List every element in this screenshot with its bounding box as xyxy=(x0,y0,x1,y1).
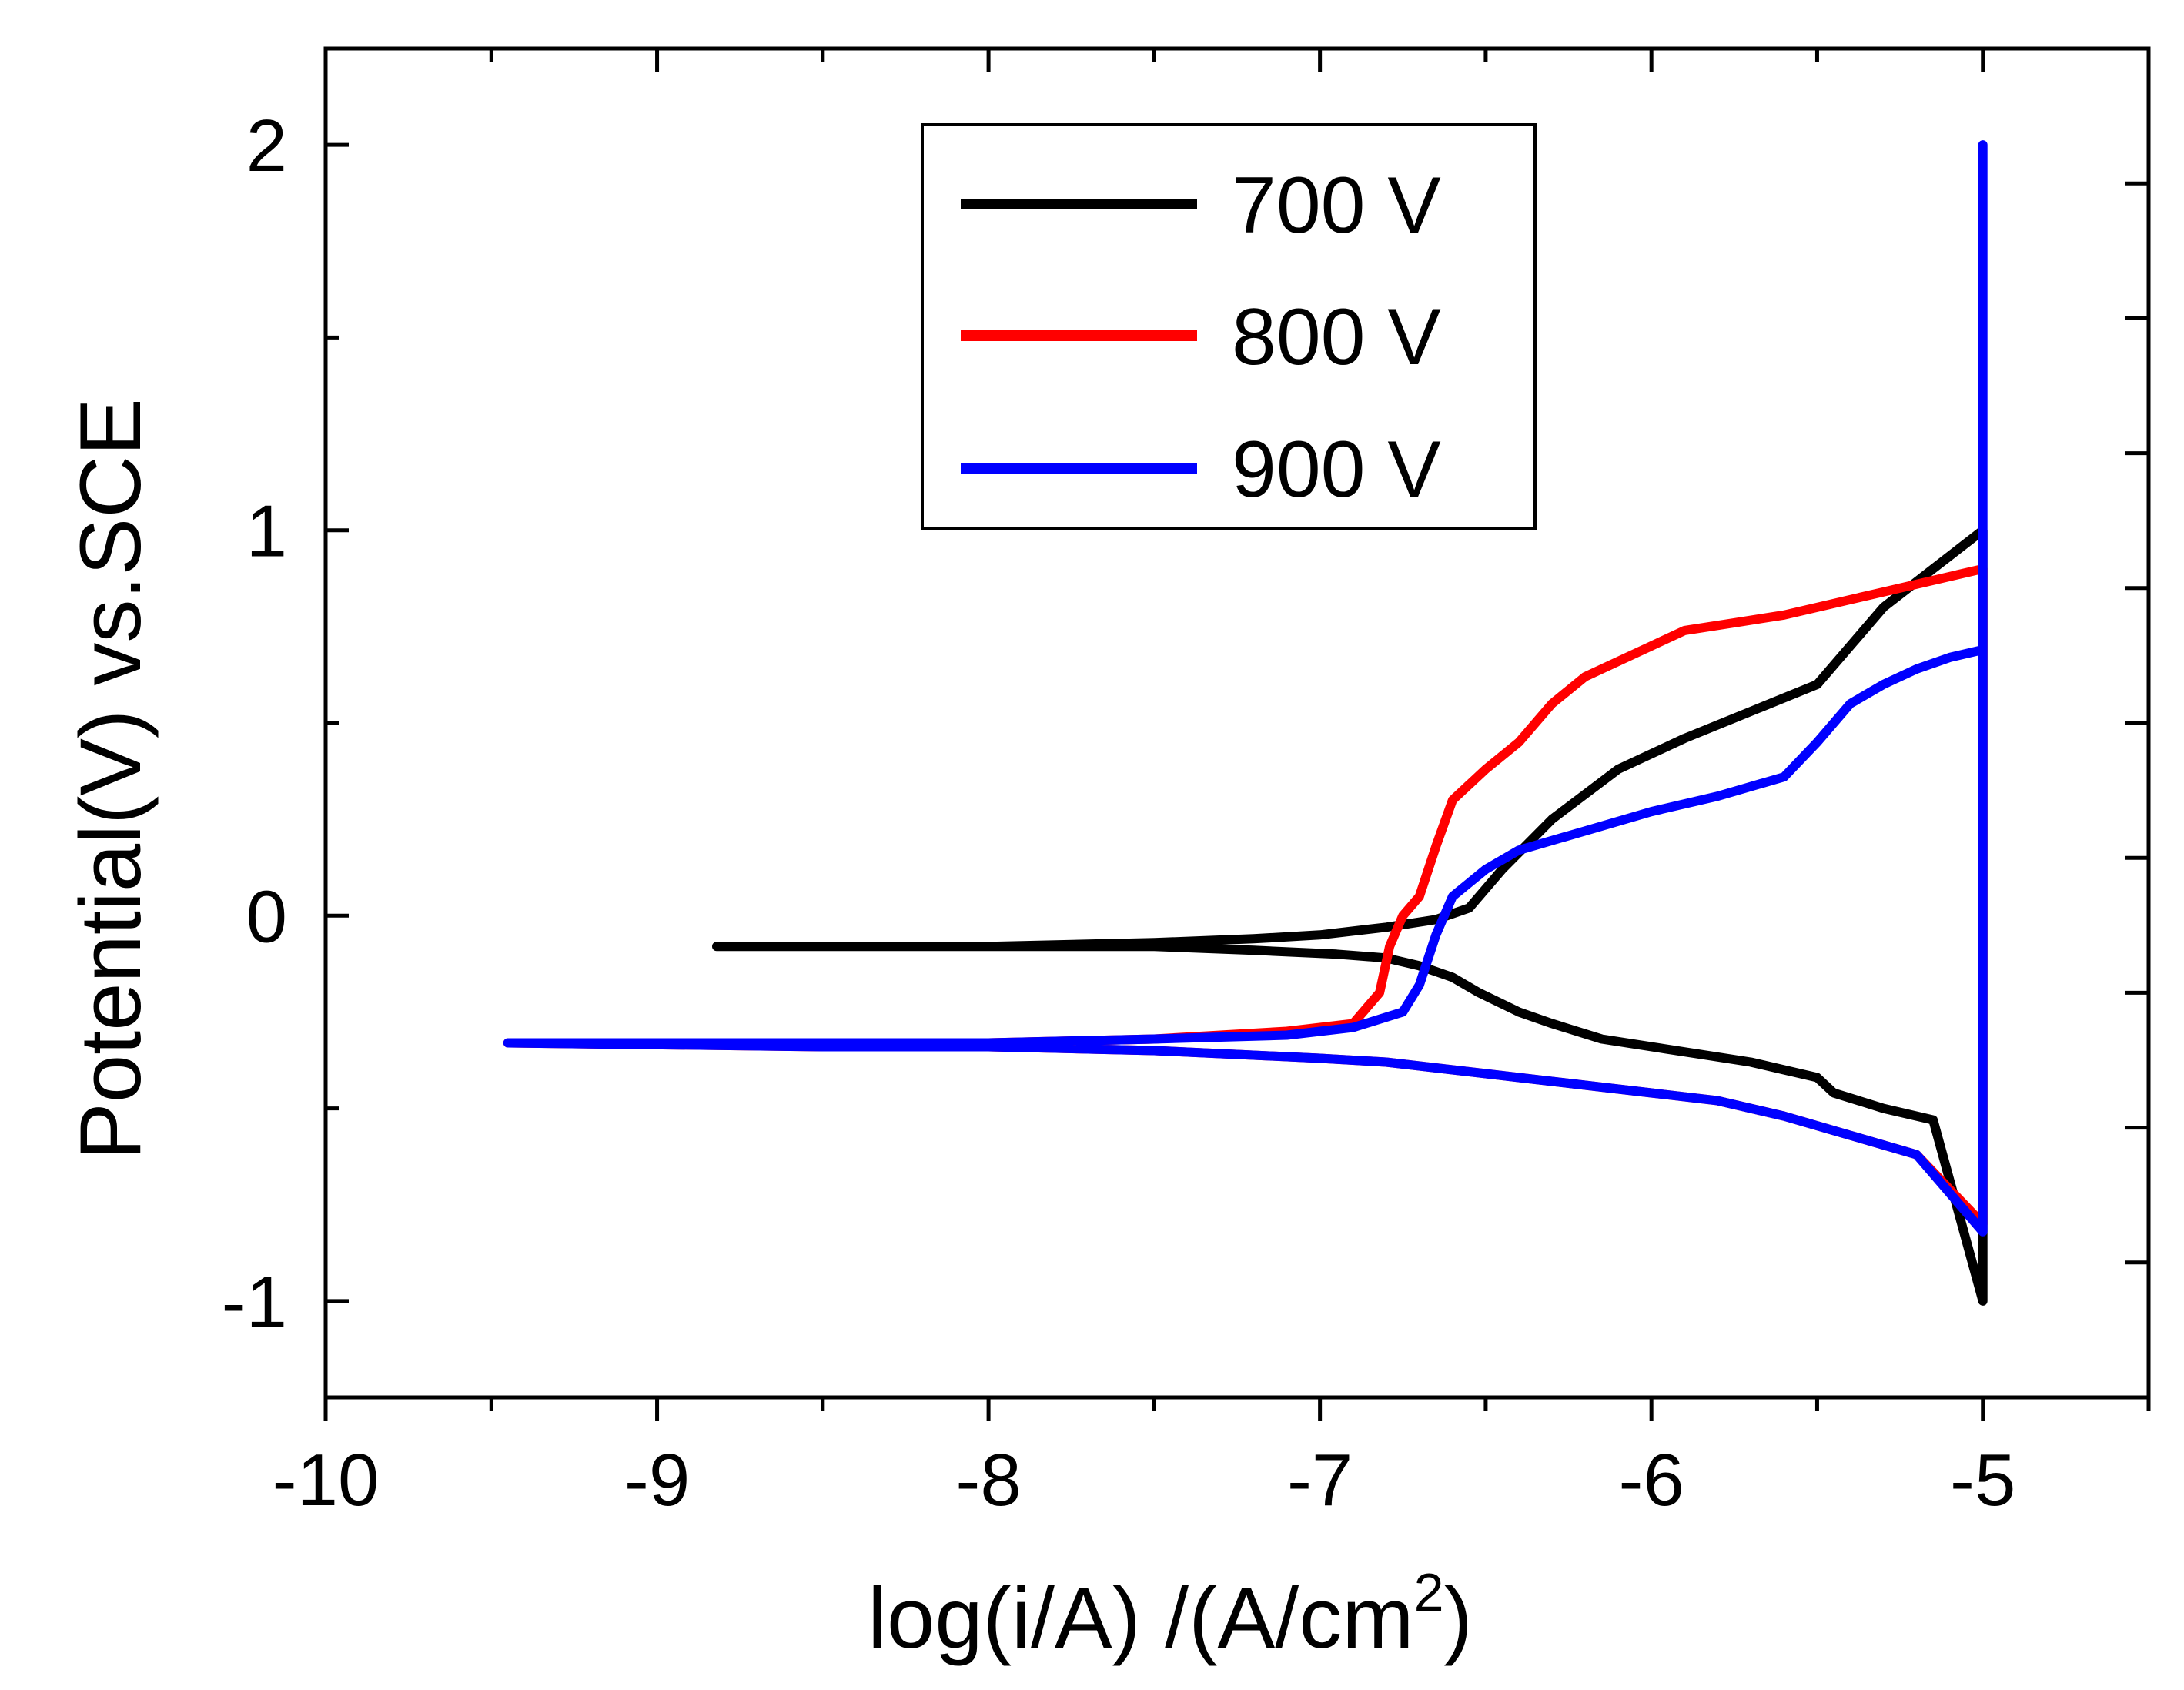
x-tick-label: -10 xyxy=(273,1439,380,1521)
y-tick-label: -1 xyxy=(222,1261,287,1344)
y-tick-label: 0 xyxy=(246,875,287,958)
series-line-700v xyxy=(712,525,1988,1306)
y-tick-label: 1 xyxy=(246,490,287,573)
legend-label-800v: 800 V xyxy=(1232,293,1441,382)
axis-ticks xyxy=(323,49,2151,1421)
series-line-900v xyxy=(503,140,1988,1237)
legend-label-700v: 700 V xyxy=(1232,161,1441,250)
x-tick-label: -7 xyxy=(1287,1439,1353,1521)
y-axis-title: Potential(V) vs.SCE xyxy=(62,398,159,1160)
series-line-800v xyxy=(503,564,1988,1229)
x-tick-label: -6 xyxy=(1619,1439,1684,1521)
x-axis-title-close: ) xyxy=(1444,1570,1473,1666)
x-tick-label: -9 xyxy=(624,1439,690,1521)
x-tick-label: -5 xyxy=(1950,1439,2015,1521)
series-layer xyxy=(503,140,1988,1306)
x-axis-title-superscript: 2 xyxy=(1414,1562,1444,1622)
x-axis-title-main: log(i/A) /(A/cm xyxy=(868,1570,1413,1666)
x-axis-title: log(i/A) /(A/cm2) xyxy=(868,1562,1473,1666)
x-tick-label: -8 xyxy=(955,1439,1021,1521)
legend-label-900v: 900 V xyxy=(1232,425,1441,514)
y-tick-label: 2 xyxy=(246,105,287,187)
legend-box xyxy=(921,123,1537,530)
